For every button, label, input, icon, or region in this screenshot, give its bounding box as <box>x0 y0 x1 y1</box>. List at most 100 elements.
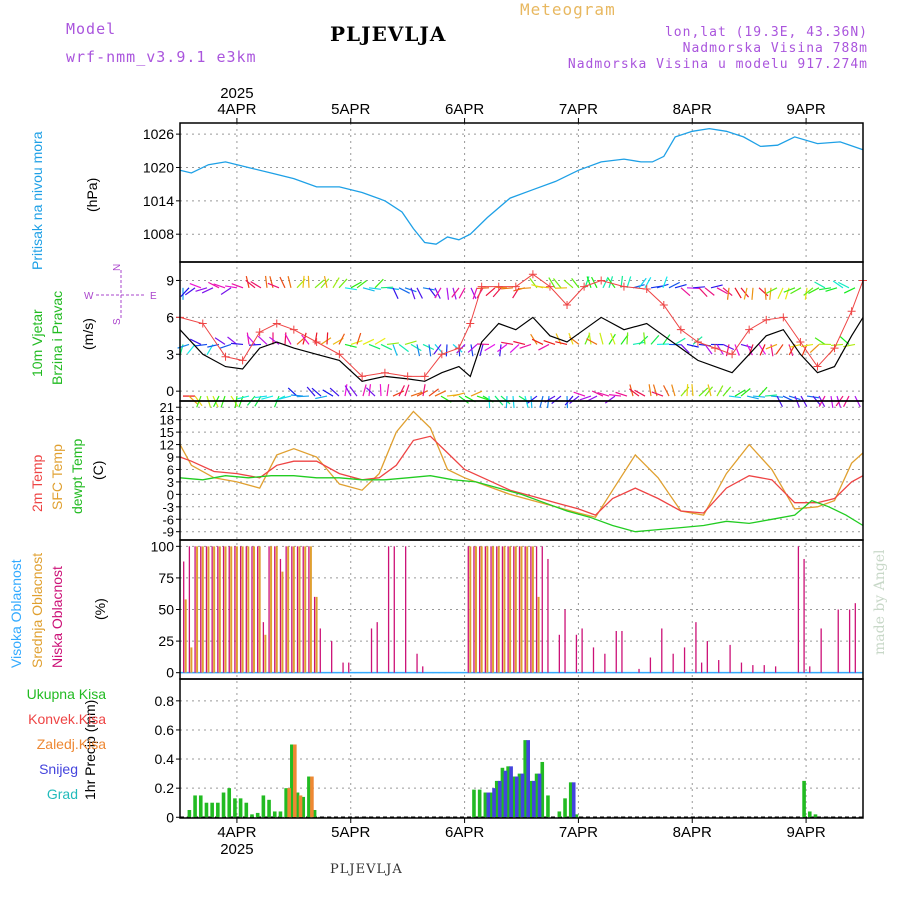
wind-barb <box>434 287 442 299</box>
wind-gust-marker <box>796 337 805 346</box>
precip-total-bar <box>813 814 818 818</box>
precip-total-bar <box>193 795 197 818</box>
wind-barb <box>563 279 574 289</box>
wind-barb <box>509 343 520 354</box>
wind-barb <box>470 287 477 300</box>
precip-total-bar <box>284 788 288 818</box>
precip-total-bar <box>238 798 243 818</box>
precip-total-bar <box>278 811 283 818</box>
dewpt-label: dewpt Temp <box>69 438 85 514</box>
year-label-bottom: 2025 <box>220 841 253 858</box>
cloud-unit: (%) <box>92 598 108 620</box>
wind-barb <box>186 344 196 355</box>
wind-barb <box>704 287 715 296</box>
wind-gust-marker <box>597 276 606 285</box>
precip-snow-bar <box>492 788 496 818</box>
wind-barb <box>314 279 325 289</box>
wind-barb <box>261 395 274 400</box>
precip-total-bar <box>802 780 806 818</box>
y-tick-label: 75 <box>158 570 174 586</box>
wind-gust-marker <box>545 282 554 291</box>
wind-barb <box>728 395 741 399</box>
y-tick-label: 1026 <box>143 126 174 142</box>
wind-barb <box>814 281 826 289</box>
precip-snow-bar <box>515 776 519 818</box>
precip-total-bar <box>523 740 527 818</box>
wind-barb <box>777 287 784 299</box>
precip-total-bar <box>210 802 214 818</box>
wind-barb <box>599 332 604 345</box>
wind-barb <box>743 287 748 300</box>
precip-total-bar <box>529 780 533 818</box>
wind-gust-marker <box>466 319 475 328</box>
wind-barb <box>650 334 660 345</box>
precip-total-bar <box>472 789 476 818</box>
date-label-bottom: 8APR <box>673 824 712 841</box>
wind-barb <box>452 392 465 397</box>
wind-barb <box>398 385 405 397</box>
precip-snow-bar <box>486 792 491 818</box>
compass-n: N <box>112 264 123 271</box>
date-label-top: 8APR <box>673 101 712 118</box>
wind-barb <box>267 282 280 289</box>
wind-barb <box>349 386 358 397</box>
wind-barb <box>825 287 838 292</box>
wind-barb <box>201 287 214 294</box>
wind-barb <box>609 394 622 397</box>
wind-barb <box>410 343 422 352</box>
date-label-top: 7APR <box>559 101 598 118</box>
wind-barb <box>315 395 328 400</box>
y-tick-label: 6 <box>166 309 174 325</box>
precip-frozen-bar <box>287 788 291 818</box>
wind-barb <box>629 388 640 397</box>
wind-barb <box>220 287 232 296</box>
wind-barb <box>329 387 340 397</box>
date-label-top: 6APR <box>445 101 484 118</box>
precip-total-bar <box>295 792 300 818</box>
wind-barb <box>626 276 632 289</box>
t2m-label: 2m Temp <box>29 454 45 512</box>
wind-barb <box>766 287 778 294</box>
wind-barb <box>819 287 832 291</box>
precip-total-bar <box>267 799 271 818</box>
sfc-temp-line <box>179 410 864 518</box>
wind-barb <box>250 281 262 289</box>
wind-barb <box>790 287 802 295</box>
compass-cross <box>96 270 146 320</box>
wind-barb <box>410 391 423 397</box>
y-tick-label: 1008 <box>143 226 174 242</box>
wind-gust-marker <box>779 313 788 322</box>
wind-barb <box>643 332 646 345</box>
y-tick-label: 18 <box>160 413 174 428</box>
wind-barb <box>740 287 750 298</box>
wind-gust-marker <box>335 350 344 359</box>
wind-barb <box>434 390 447 397</box>
precip-total-bar <box>568 782 573 818</box>
wind-barb <box>320 337 332 345</box>
pressure-title: Pritisak na nivou mora <box>29 131 45 270</box>
compass-s: S <box>112 318 123 325</box>
precip-total-bar <box>250 814 254 818</box>
precip-frozen-bar <box>298 795 303 818</box>
wind-barb <box>404 340 417 345</box>
compass-w: W <box>84 291 94 302</box>
wind-title: 10m Vjetar <box>29 309 45 377</box>
precip-frozen-bar <box>293 744 297 818</box>
wind-barb <box>301 334 310 345</box>
wind-barb <box>428 388 439 397</box>
wind-barb <box>344 343 357 348</box>
wind-barb <box>519 343 532 349</box>
wind-barb <box>663 385 670 397</box>
wind-barb <box>608 333 616 345</box>
wind-barb <box>573 391 586 397</box>
precip-legend-hail: Grad <box>46 786 78 802</box>
wind-barb <box>476 287 490 290</box>
wind-barb <box>751 287 754 300</box>
precip-total-bar <box>563 798 567 818</box>
wind-barb <box>458 395 469 404</box>
wind-barb <box>356 280 367 289</box>
wind-barb <box>734 389 746 397</box>
wind-barb <box>476 395 489 401</box>
y-tick-label: 9 <box>167 450 174 465</box>
